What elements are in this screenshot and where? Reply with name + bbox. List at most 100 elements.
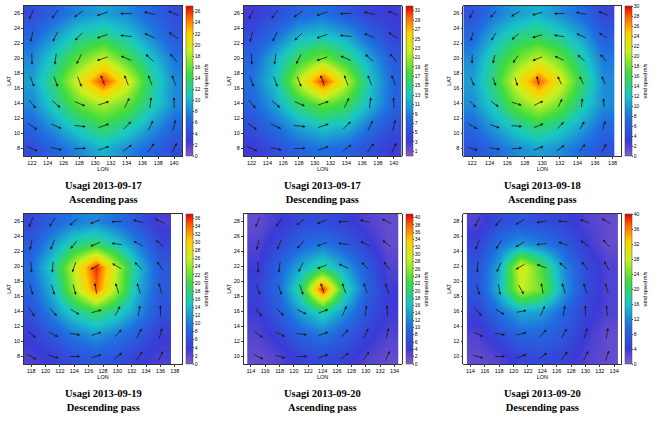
svg-text:22: 22 [634, 43, 640, 49]
svg-text:20: 20 [14, 263, 20, 269]
svg-text:Usagi 2013-09-17Descending pas: Usagi 2013-09-17Descending pass [284, 180, 361, 205]
svg-text:16: 16 [14, 293, 20, 299]
svg-text:20: 20 [195, 280, 201, 286]
svg-text:10: 10 [195, 320, 201, 326]
svg-text:4: 4 [195, 345, 198, 351]
svg-text:20: 20 [234, 55, 240, 61]
svg-text:16: 16 [14, 85, 20, 91]
svg-text:28: 28 [234, 218, 240, 224]
svg-text:6: 6 [195, 119, 198, 125]
svg-text:22: 22 [14, 248, 20, 254]
svg-text:32: 32 [415, 244, 421, 250]
svg-text:124: 124 [485, 160, 494, 166]
svg-text:8: 8 [237, 145, 240, 151]
svg-text:30: 30 [634, 3, 640, 9]
svg-text:8: 8 [17, 353, 20, 359]
svg-text:LAT: LAT [226, 76, 232, 86]
svg-text:2: 2 [195, 353, 198, 359]
svg-text:14: 14 [195, 304, 201, 310]
svg-text:118: 118 [275, 368, 284, 374]
svg-text:34: 34 [195, 223, 201, 229]
svg-text:wind speed m/s: wind speed m/s [423, 271, 429, 306]
svg-text:20: 20 [415, 288, 421, 294]
svg-text:24: 24 [634, 33, 640, 39]
svg-text:130: 130 [538, 160, 547, 166]
svg-text:132: 132 [106, 160, 115, 166]
svg-text:138: 138 [373, 160, 382, 166]
svg-text:20: 20 [634, 286, 640, 292]
svg-text:10: 10 [453, 353, 459, 359]
svg-text:16: 16 [453, 308, 459, 314]
svg-text:11: 11 [415, 101, 420, 107]
svg-text:24: 24 [195, 263, 201, 269]
svg-text:122: 122 [468, 160, 477, 166]
svg-text:2: 2 [634, 143, 637, 149]
svg-text:132: 132 [127, 368, 136, 374]
svg-text:10: 10 [14, 130, 20, 136]
svg-text:18: 18 [14, 278, 20, 284]
svg-text:22: 22 [195, 31, 201, 37]
svg-text:130: 130 [361, 368, 370, 374]
svg-text:10: 10 [234, 130, 240, 136]
svg-text:0: 0 [195, 153, 198, 159]
svg-text:32: 32 [634, 241, 640, 247]
svg-text:36: 36 [195, 215, 201, 221]
svg-text:26: 26 [234, 233, 240, 239]
svg-text:12: 12 [14, 115, 20, 121]
svg-text:LAT: LAT [446, 76, 452, 86]
svg-text:28: 28 [634, 256, 640, 262]
svg-text:124: 124 [70, 368, 79, 374]
svg-text:10: 10 [195, 97, 201, 103]
svg-text:22: 22 [234, 263, 240, 269]
svg-text:24: 24 [453, 25, 459, 31]
svg-text:12: 12 [415, 317, 421, 323]
svg-text:12: 12 [634, 316, 640, 322]
svg-text:21: 21 [415, 54, 421, 60]
svg-text:22: 22 [453, 263, 459, 269]
svg-text:24: 24 [234, 25, 240, 31]
svg-text:18: 18 [195, 53, 201, 59]
svg-text:wind speed m/s: wind speed m/s [423, 63, 429, 98]
svg-text:wind speed m/s: wind speed m/s [203, 63, 209, 98]
svg-text:126: 126 [332, 368, 341, 374]
svg-text:8: 8 [634, 113, 637, 119]
svg-text:LON: LON [537, 374, 548, 380]
svg-text:24: 24 [195, 19, 201, 25]
svg-text:118: 118 [27, 368, 36, 374]
svg-text:124: 124 [318, 368, 327, 374]
svg-text:20: 20 [453, 55, 459, 61]
svg-text:24: 24 [14, 233, 20, 239]
svg-text:18: 18 [453, 70, 459, 76]
svg-text:LAT: LAT [226, 284, 232, 294]
svg-text:19: 19 [415, 64, 421, 70]
svg-text:122: 122 [523, 368, 532, 374]
svg-text:20: 20 [453, 278, 459, 284]
svg-text:8: 8 [634, 331, 637, 337]
svg-text:24: 24 [453, 248, 459, 254]
svg-text:140: 140 [389, 160, 398, 166]
svg-text:126: 126 [84, 368, 93, 374]
svg-text:30: 30 [195, 239, 201, 245]
svg-text:126: 126 [59, 160, 68, 166]
svg-text:132: 132 [555, 160, 564, 166]
svg-text:16: 16 [415, 302, 421, 308]
svg-text:20: 20 [195, 42, 201, 48]
svg-text:24: 24 [14, 25, 20, 31]
svg-text:120: 120 [41, 368, 50, 374]
svg-text:LON: LON [97, 374, 108, 380]
svg-text:118: 118 [495, 368, 504, 374]
svg-text:26: 26 [634, 23, 640, 29]
svg-text:18: 18 [234, 293, 240, 299]
svg-text:132: 132 [376, 368, 385, 374]
svg-text:128: 128 [294, 160, 303, 166]
svg-text:122: 122 [247, 160, 256, 166]
svg-text:136: 136 [358, 160, 367, 166]
svg-text:16: 16 [634, 73, 640, 79]
svg-text:25: 25 [415, 36, 421, 42]
svg-text:26: 26 [234, 10, 240, 16]
svg-text:126: 126 [552, 368, 561, 374]
svg-text:134: 134 [342, 160, 351, 166]
svg-text:26: 26 [195, 8, 201, 14]
svg-text:136: 136 [590, 160, 599, 166]
svg-text:12: 12 [234, 115, 240, 121]
